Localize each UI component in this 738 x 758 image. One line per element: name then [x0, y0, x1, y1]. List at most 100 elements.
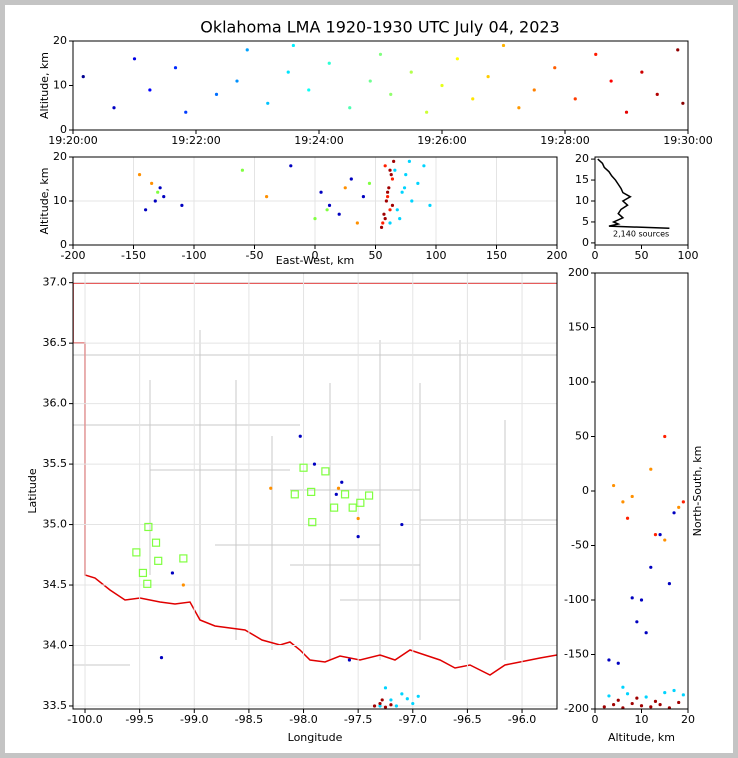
- station: [364, 491, 374, 500]
- source-point: [672, 511, 676, 515]
- y-tick-label: 0: [60, 238, 67, 251]
- source-point: [112, 106, 116, 110]
- source-point: [153, 199, 157, 203]
- source-point: [137, 173, 142, 177]
- source-point: [471, 97, 475, 101]
- x-tick-label: -96.0: [508, 713, 536, 726]
- source-point: [150, 181, 154, 185]
- source-point: [428, 203, 432, 207]
- source-point: [594, 52, 598, 56]
- source-point: [612, 483, 616, 488]
- y-tick-label: 33.5: [43, 699, 68, 712]
- source-point: [383, 164, 387, 168]
- source-point: [387, 186, 391, 190]
- station: [179, 554, 188, 563]
- x-tick-label: 150: [486, 249, 507, 262]
- source-point: [388, 221, 392, 225]
- axes-frame: [594, 272, 689, 710]
- station: [330, 503, 339, 512]
- source-point: [340, 480, 344, 484]
- axes-frame: [72, 272, 558, 710]
- source-point: [81, 75, 85, 79]
- y-tick-label: 36.0: [43, 397, 68, 410]
- y-tick-label: 0: [582, 484, 589, 497]
- county-lines: [73, 330, 557, 666]
- source-point: [159, 655, 164, 660]
- source-point: [639, 704, 644, 708]
- source-point: [327, 203, 332, 207]
- y-tick-label: 35.5: [43, 457, 68, 470]
- x-tick-label: -50: [246, 249, 264, 262]
- source-point: [383, 705, 388, 709]
- source-point: [313, 217, 317, 221]
- y-tick-label: 20: [53, 34, 67, 47]
- y-tick-label: 20: [53, 150, 67, 163]
- source-point: [378, 52, 383, 56]
- x-tick-label: -97.5: [344, 713, 372, 726]
- y-tick-label: 100: [568, 375, 589, 388]
- source-point: [409, 70, 413, 74]
- source-point: [389, 173, 393, 177]
- source-point: [388, 208, 392, 212]
- x-tick-label: -97.0: [399, 713, 427, 726]
- source-point: [286, 70, 290, 74]
- chart-title: Oklahoma LMA 1920-1930 UTC July 04, 2023: [200, 18, 559, 37]
- source-point: [312, 462, 317, 466]
- source-point: [653, 699, 658, 703]
- station: [299, 463, 308, 472]
- x-tick-label: -98.0: [289, 713, 317, 726]
- x-tick-label: -100.0: [67, 713, 102, 726]
- y-tick-label: 0: [60, 123, 67, 136]
- x-axis-label: Altitude, km: [608, 731, 675, 744]
- source-point: [269, 486, 273, 490]
- source-point: [663, 691, 667, 695]
- x-tick-label: 19:26:00: [417, 134, 466, 147]
- source-point: [347, 658, 352, 662]
- x-axis-label: East-West, km: [276, 254, 354, 267]
- x-tick-label: 19:28:00: [540, 134, 589, 147]
- source-point: [644, 695, 648, 699]
- x-tick-label: -99.0: [180, 713, 208, 726]
- x-tick-label: 0: [592, 713, 599, 726]
- source-point: [639, 598, 644, 602]
- source-point: [607, 658, 611, 662]
- source-point: [681, 101, 685, 105]
- y-tick-label: 37.0: [43, 276, 68, 289]
- source-point: [132, 57, 137, 61]
- source-point: [390, 203, 395, 207]
- source-point: [624, 110, 629, 114]
- x-tick-label: 50: [369, 249, 383, 262]
- annotation: 2,140 sources: [613, 230, 669, 239]
- source-point: [405, 697, 409, 701]
- source-point: [402, 186, 407, 190]
- source-point: [383, 217, 387, 221]
- x-tick-label: 19:20:00: [48, 134, 97, 147]
- source-point: [291, 43, 295, 48]
- x-tick-label: -100: [182, 249, 207, 262]
- source-point: [144, 208, 148, 212]
- source-point: [658, 533, 662, 537]
- source-point: [379, 225, 384, 229]
- source-point: [681, 693, 685, 697]
- source-point: [398, 217, 402, 221]
- station: [144, 522, 153, 532]
- map-base: [73, 282, 557, 676]
- source-point: [407, 159, 411, 163]
- station: [321, 467, 330, 476]
- y-tick-label: 200: [568, 266, 589, 279]
- source-point: [383, 686, 388, 690]
- source-point: [348, 106, 352, 110]
- source-point: [327, 61, 331, 65]
- source-point: [616, 661, 620, 665]
- station: [151, 538, 161, 547]
- x-tick-label: 200: [547, 249, 568, 262]
- source-point: [378, 701, 382, 706]
- source-point: [653, 533, 658, 537]
- x-tick-label: 100: [426, 249, 447, 262]
- source-point: [184, 110, 188, 114]
- station: [132, 548, 141, 557]
- source-point: [553, 66, 557, 70]
- source-point: [334, 492, 338, 496]
- y-tick-label: 5: [582, 215, 589, 228]
- source-point: [395, 208, 399, 212]
